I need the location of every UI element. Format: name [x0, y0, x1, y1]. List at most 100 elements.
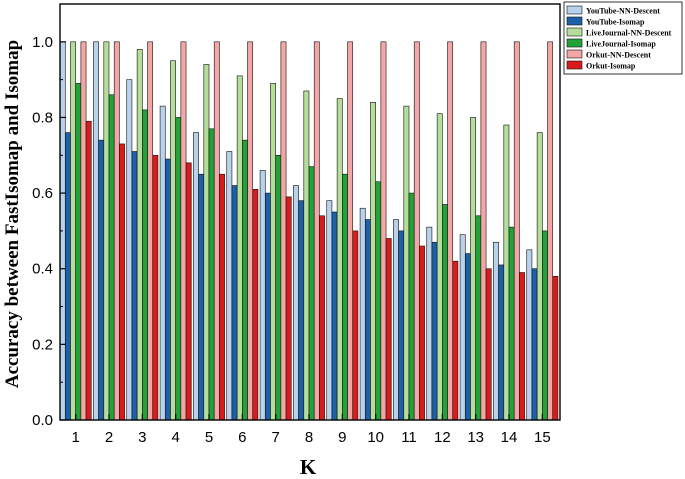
legend: YouTube-NN-Descent YouTube-Isomap LiveJour… — [563, 1, 683, 75]
x-tick-label: 9 — [338, 429, 346, 446]
bar-livejournal-nn-descent-k5 — [203, 64, 210, 421]
bar-orkut-isomap-k1 — [85, 120, 92, 421]
bar-orkut-isomap-k5 — [219, 173, 225, 421]
bar-livejournal-isomap-k9 — [342, 173, 348, 421]
legend-label: LiveJournal-Isomap — [586, 40, 656, 49]
bar-livejournal-isomap-k15 — [542, 230, 548, 421]
y-tick-label: 0.0 — [32, 412, 53, 429]
bar-livejournal-isomap-k7 — [275, 154, 282, 421]
bar-orkut-nn-descent-k10 — [380, 41, 387, 421]
legend-label: Orkut-Isomap — [586, 62, 636, 71]
bar-youtube-isomap-k5 — [198, 173, 205, 421]
bar-youtube-isomap-k10 — [364, 219, 371, 421]
bar-livejournal-nn-descent-k4 — [170, 60, 176, 421]
bar-livejournal-isomap-k11 — [408, 192, 415, 421]
x-tick-label: 7 — [271, 429, 279, 446]
bar-livejournal-isomap-k10 — [375, 181, 382, 421]
bar-youtube-isomap-k4 — [164, 158, 171, 421]
legend-swatch — [566, 5, 583, 15]
bar-youtube-isomap-k12 — [431, 241, 438, 421]
legend-label: YouTube-NN-Descent — [586, 7, 660, 16]
x-tick-label: 1 — [71, 429, 79, 446]
bar-youtube-nn-descent-k13 — [459, 234, 466, 421]
bar-orkut-isomap-k6 — [252, 189, 259, 421]
bar-orkut-isomap-k9 — [352, 230, 359, 421]
legend-label: Orkut-NN-Descent — [586, 51, 651, 60]
bar-livejournal-isomap-k5 — [208, 128, 215, 421]
bar-youtube-isomap-k14 — [498, 264, 505, 421]
x-tick-label: 3 — [138, 429, 146, 446]
legend-swatch — [566, 38, 583, 48]
bar-orkut-isomap-k4 — [185, 162, 192, 421]
bar-livejournal-nn-descent-k12 — [436, 113, 443, 421]
y-tick-label: 0.8 — [32, 109, 53, 126]
bar-youtube-isomap-k1 — [64, 132, 71, 421]
bar-orkut-nn-descent-k14 — [513, 41, 520, 421]
bar-orkut-isomap-k11 — [419, 245, 425, 421]
bar-orkut-nn-descent-k12 — [447, 41, 454, 421]
legend-swatch — [566, 16, 583, 26]
legend-label: LiveJournal-NN-Descent — [586, 29, 672, 38]
bar-livejournal-nn-descent-k3 — [136, 49, 143, 421]
y-tick-label: 0.6 — [32, 185, 53, 202]
bar-orkut-isomap-k7 — [285, 196, 292, 421]
bar-youtube-nn-descent-k4 — [159, 105, 166, 421]
bar-orkut-nn-descent-k13 — [480, 41, 487, 421]
bar-youtube-nn-descent-k7 — [259, 170, 266, 421]
bar-youtube-nn-descent-k12 — [426, 226, 433, 421]
bar-youtube-nn-descent-k5 — [193, 132, 199, 421]
bars-layer — [59, 41, 559, 421]
legend-swatch — [566, 49, 583, 59]
bar-livejournal-nn-descent-k1 — [70, 41, 76, 421]
bar-livejournal-isomap-k14 — [508, 226, 515, 421]
bar-orkut-isomap-k3 — [152, 154, 159, 421]
bar-livejournal-isomap-k2 — [108, 94, 115, 421]
bar-orkut-isomap-k2 — [119, 143, 125, 421]
bar-livejournal-nn-descent-k2 — [103, 41, 110, 421]
bar-orkut-nn-descent-k6 — [247, 41, 254, 421]
bar-livejournal-nn-descent-k14 — [503, 124, 510, 421]
x-tick-label: 14 — [501, 429, 518, 446]
bar-orkut-isomap-k10 — [385, 238, 392, 421]
bar-livejournal-nn-descent-k6 — [236, 75, 243, 421]
bar-youtube-isomap-k2 — [98, 139, 105, 421]
bar-youtube-nn-descent-k15 — [526, 249, 533, 421]
bar-youtube-isomap-k9 — [331, 211, 338, 421]
bar-youtube-isomap-k8 — [298, 200, 305, 421]
plot-frame — [59, 3, 561, 421]
x-tick-label: 2 — [105, 429, 113, 446]
bar-orkut-nn-descent-k9 — [347, 41, 354, 421]
bar-youtube-nn-descent-k8 — [293, 185, 299, 421]
bar-orkut-isomap-k15 — [552, 275, 559, 421]
bar-orkut-nn-descent-k8 — [313, 41, 320, 421]
x-tick-label: 13 — [467, 429, 484, 446]
bar-livejournal-nn-descent-k7 — [270, 83, 276, 421]
bar-youtube-nn-descent-k3 — [126, 79, 133, 421]
bar-orkut-nn-descent-k3 — [147, 41, 154, 421]
bar-livejournal-nn-descent-k13 — [470, 117, 476, 421]
bar-youtube-isomap-k3 — [131, 151, 138, 421]
bar-youtube-isomap-k7 — [264, 192, 271, 421]
bar-youtube-nn-descent-k10 — [359, 207, 366, 421]
x-tick-label: 11 — [401, 429, 417, 446]
bar-youtube-nn-descent-k2 — [93, 41, 99, 421]
legend-swatch — [566, 60, 583, 70]
y-tick-label: 0.4 — [32, 261, 53, 278]
legend-label: YouTube-Isomap — [586, 18, 645, 27]
bar-livejournal-nn-descent-k9 — [336, 98, 343, 421]
bar-livejournal-isomap-k4 — [175, 117, 182, 421]
bar-youtube-nn-descent-k6 — [226, 151, 233, 421]
x-axis: 1 2 3 4 5 6 7 8 9 10 11 12 13 14 15 — [71, 414, 551, 446]
y-tick-label: 0.2 — [32, 336, 53, 353]
legend-box — [563, 1, 683, 75]
bar-youtube-isomap-k13 — [464, 253, 471, 421]
bar-orkut-nn-descent-k2 — [113, 41, 120, 421]
bar-orkut-isomap-k8 — [319, 215, 325, 421]
x-tick-label: 15 — [534, 429, 551, 446]
bar-livejournal-nn-descent-k11 — [403, 105, 410, 421]
bar-orkut-nn-descent-k11 — [413, 41, 420, 421]
y-axis-label: Accuracy between FastIsomap and Isomap — [2, 40, 23, 388]
bar-youtube-isomap-k11 — [398, 230, 405, 421]
bar-orkut-isomap-k13 — [485, 268, 492, 421]
bar-livejournal-isomap-k6 — [242, 139, 248, 421]
